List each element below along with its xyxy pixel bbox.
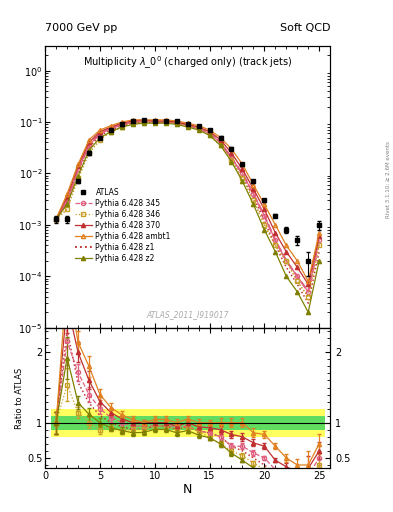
Legend: ATLAS, Pythia 6.428 345, Pythia 6.428 346, Pythia 6.428 370, Pythia 6.428 ambt1,: ATLAS, Pythia 6.428 345, Pythia 6.428 34… [72, 185, 174, 266]
Text: ATLAS_2011_I919017: ATLAS_2011_I919017 [147, 310, 229, 319]
Text: 7000 GeV pp: 7000 GeV pp [45, 23, 118, 33]
Text: Multiplicity $\lambda\_0^0$ (charged only) (track jets): Multiplicity $\lambda\_0^0$ (charged onl… [83, 55, 292, 71]
Y-axis label: Ratio to ATLAS: Ratio to ATLAS [15, 368, 24, 429]
Text: Soft QCD: Soft QCD [280, 23, 330, 33]
Text: Rivet 3.1.10; ≥ 2.6M events: Rivet 3.1.10; ≥ 2.6M events [386, 141, 391, 218]
X-axis label: N: N [183, 483, 192, 496]
